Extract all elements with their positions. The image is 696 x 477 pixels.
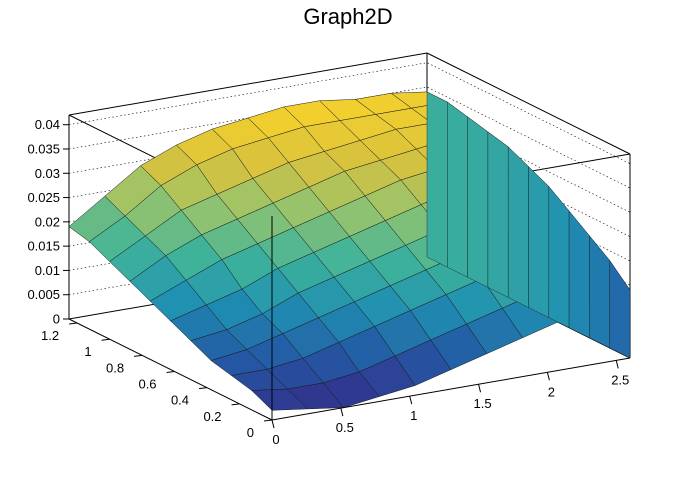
x-tick-mark	[478, 384, 482, 393]
z-tick-label: 0.035	[27, 142, 60, 157]
y-tick-mark	[263, 419, 273, 422]
z-tick-label: 0.04	[35, 117, 60, 132]
z-grid-line	[68, 62, 631, 164]
x-axis-line	[271, 357, 631, 421]
side-curtain	[568, 210, 590, 339]
x-tick-mark	[409, 396, 413, 405]
z-tick-label: 0	[53, 312, 60, 327]
z-tick-label: 0.005	[27, 287, 60, 302]
y-tick-mark	[198, 387, 208, 390]
chart-title: Graph2D	[303, 4, 392, 29]
tick-labels: 00.511.522.500.20.40.60.811.200.0050.010…	[27, 117, 629, 447]
y-tick-label: 0.6	[138, 377, 156, 392]
side-curtain	[609, 259, 631, 359]
y-tick-label: 1.2	[41, 328, 59, 343]
y-tick-mark	[231, 403, 240, 406]
box-edge	[68, 52, 428, 116]
x-tick-label: 1.5	[473, 396, 491, 411]
surface-patch	[251, 388, 309, 411]
y-tick-mark	[69, 322, 78, 325]
x-tick-label: 1	[410, 408, 417, 423]
y-tick-mark	[101, 338, 110, 341]
y-tick-mark	[166, 371, 175, 374]
y-tick-label: 1	[84, 344, 91, 359]
side-curtain	[589, 235, 610, 349]
y-axis-line	[68, 318, 273, 421]
side-curtain	[447, 101, 468, 278]
z-tick-label: 0.01	[35, 263, 60, 278]
x-tick-label: 0	[272, 432, 279, 447]
side-curtain	[508, 146, 529, 308]
z-tick-label: 0.03	[35, 166, 60, 181]
y-tick-label: 0.8	[106, 360, 124, 375]
x-tick-mark	[546, 372, 550, 381]
side-curtain	[487, 131, 509, 298]
x-tick-mark	[340, 407, 344, 417]
x-tick-mark	[271, 419, 275, 429]
y-tick-label: 0	[247, 425, 254, 440]
z-grid-line	[68, 86, 631, 189]
side-curtain	[528, 166, 549, 318]
surface	[68, 91, 631, 411]
box-edge	[426, 52, 631, 155]
z-tick-label: 0.015	[27, 239, 60, 254]
x-tick-label: 0.5	[336, 420, 354, 435]
front-edges	[68, 216, 631, 421]
x-tick-label: 2.5	[611, 372, 629, 387]
x-tick-mark	[615, 360, 619, 369]
z-tick-label: 0.025	[27, 190, 60, 205]
side-curtain	[548, 185, 570, 329]
y-tick-label: 0.4	[171, 393, 189, 408]
side-curtain	[426, 91, 448, 268]
side-curtain	[467, 116, 489, 288]
y-tick-mark	[134, 354, 143, 357]
y-tick-label: 0.2	[203, 409, 221, 424]
z-tick-label: 0.02	[35, 214, 60, 229]
x-tick-label: 2	[548, 384, 555, 399]
